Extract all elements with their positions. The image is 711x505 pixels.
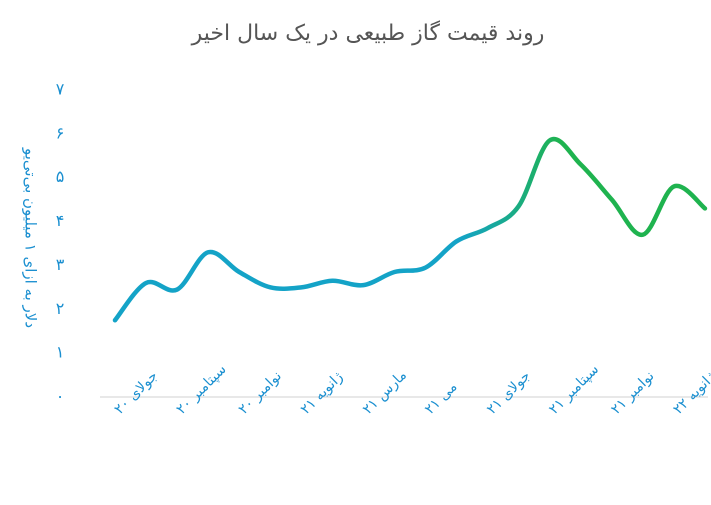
x-tick-label: جولای ۲۰ — [111, 368, 161, 418]
y-tick-label: ۱ — [56, 343, 65, 362]
x-tick-label: ژانویه ۲۱ — [298, 369, 347, 418]
y-tick-label: ۰ — [56, 387, 65, 406]
y-tick-label: ۴ — [56, 211, 65, 230]
x-tick-label: ژانویه ۲۲ — [670, 369, 711, 418]
y-tick-label: ۵ — [56, 167, 65, 186]
x-tick-label: نوامبر ۲۰ — [236, 368, 285, 417]
x-tick-label: جولای ۲۱ — [484, 368, 534, 418]
y-tick-label: ۶ — [56, 123, 65, 142]
x-tick-label: می ۲۱ — [422, 379, 461, 418]
chart-title: روند قیمت گاز طبیعی در یک سال اخیر — [191, 20, 545, 46]
x-tick-label: سپتامبر ۲۱ — [546, 362, 602, 418]
y-tick-label: ۲ — [56, 299, 65, 318]
x-tick-label: نوامبر ۲۱ — [608, 368, 657, 417]
y-tick-label: ۳ — [56, 255, 65, 274]
y-tick-label: ۷ — [56, 80, 65, 99]
x-tick-label: مارس ۲۱ — [360, 367, 410, 417]
line — [112, 136, 708, 323]
x-tick-label: سپتامبر ۲۰ — [173, 362, 229, 418]
y-axis-label: دلار به ازای ۱ میلیون بی‌تی‌یو — [22, 147, 40, 328]
